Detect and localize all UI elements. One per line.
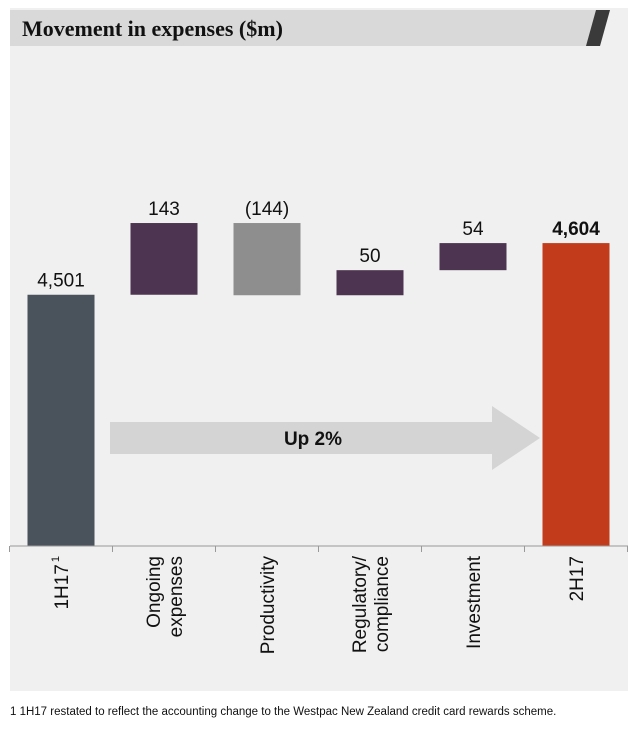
data-label-4: 54 — [462, 219, 484, 240]
up-arrow — [110, 406, 540, 470]
bar-2 — [233, 223, 301, 296]
chart-panel — [10, 8, 628, 691]
chart-title: Movement in expenses ($m) — [22, 16, 283, 41]
x-tick-label-5: 2H17 — [567, 556, 588, 601]
bar-4 — [439, 243, 507, 271]
x-tick-label-2: Productivity — [258, 556, 279, 655]
waterfall-chart: Up 2% 4,501 143 (144) 50 54 4,604 1H171 Ongoinge… — [9, 199, 628, 655]
x-tick-label-4: Investment — [464, 555, 485, 649]
bar-5 — [542, 243, 610, 546]
x-tick-label-0: 1H171 — [50, 556, 73, 610]
data-label-3: 50 — [359, 246, 380, 267]
bar-0 — [27, 294, 95, 546]
data-label-5: 4,604 — [552, 219, 600, 240]
data-label-1: 143 — [148, 199, 180, 220]
arrow-label: Up 2% — [284, 429, 342, 450]
bar-3 — [336, 270, 404, 296]
x-tick-label-3: Regulatory/compliance — [350, 555, 393, 653]
bar-1 — [130, 223, 198, 295]
x-tick-label-1: Ongoingexpenses — [144, 556, 187, 637]
footnote: 1 1H17 restated to reflect the accountin… — [10, 706, 557, 718]
data-label-2: (144) — [245, 199, 289, 220]
title-bar-background — [10, 10, 610, 46]
data-label-0: 4,501 — [37, 271, 85, 292]
title-bar: Movement in expenses ($m) — [10, 10, 610, 46]
